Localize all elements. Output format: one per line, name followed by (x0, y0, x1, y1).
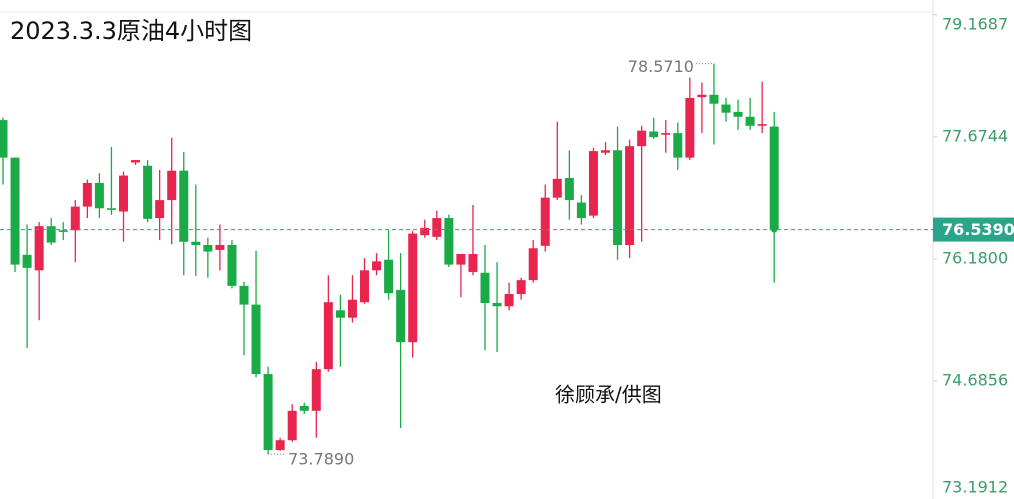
candle-body (143, 165, 153, 219)
candle-body (649, 131, 659, 138)
candle-body (119, 175, 128, 212)
low-label: 73.7890 (288, 450, 354, 469)
candle-body (769, 126, 779, 230)
candle-body (0, 120, 8, 158)
candle-body (685, 98, 695, 158)
candle-body (251, 304, 261, 375)
last-price-box (933, 217, 1014, 242)
candle-body (757, 124, 767, 126)
candle-body (420, 227, 430, 236)
candle-body (661, 133, 671, 135)
candle-body (311, 369, 321, 411)
candle-body (179, 170, 189, 242)
candle-body (613, 150, 623, 246)
candle-body (576, 202, 586, 219)
candle-body (396, 289, 406, 343)
candle-body (299, 405, 309, 411)
candle-body (625, 146, 635, 246)
candle-body (516, 280, 526, 295)
candle-body (94, 182, 104, 209)
candle-body (131, 160, 141, 163)
candle-body (347, 299, 357, 318)
y-tick-label: 79.1687 (942, 15, 1008, 34)
candle-body (215, 245, 225, 250)
candle-body (492, 302, 502, 307)
candle-body (504, 294, 514, 307)
y-tick-label: 77.6744 (942, 126, 1008, 145)
candle-body (239, 285, 249, 305)
candle-body (46, 226, 56, 243)
candle-body (34, 226, 44, 271)
candle-body (167, 170, 177, 201)
candle-body (372, 261, 382, 271)
candle-body (70, 206, 80, 231)
candle-body (697, 94, 707, 98)
candle-body (191, 241, 201, 246)
candle-body (601, 150, 610, 153)
candle-body (673, 133, 683, 158)
candle-body (323, 302, 333, 370)
candle-body (637, 130, 647, 147)
annotation: 徐顾承/供图 (555, 383, 662, 407)
y-tick-label: 76.1800 (942, 248, 1008, 267)
candle-body (733, 111, 743, 117)
candle-body (82, 182, 92, 207)
candle-body (480, 272, 490, 303)
candle-body (552, 178, 562, 198)
candle-body (203, 245, 213, 252)
candle-body (564, 178, 574, 201)
candle-body (456, 253, 466, 265)
candle-body (528, 248, 538, 281)
candle-body (384, 259, 394, 294)
candle-body (275, 440, 285, 450)
chart-title: 2023.3.3原油4小时图 (10, 17, 252, 45)
candle-body (10, 157, 20, 265)
candle-body (227, 245, 237, 286)
candle-body (709, 94, 719, 104)
last-price-label: 76.5390 (942, 220, 1014, 239)
candle-body (432, 218, 442, 237)
candle-body (22, 254, 32, 268)
y-tick-label: 73.1912 (942, 478, 1008, 497)
candle-body (444, 218, 454, 265)
candle-body (58, 230, 68, 232)
last-price-dot (771, 226, 778, 233)
candle-body (468, 253, 478, 272)
candle-body (408, 233, 418, 343)
y-tick-label: 74.6856 (942, 370, 1008, 389)
high-label: 78.5710 (628, 57, 694, 76)
candle-body (155, 200, 165, 219)
candle-body (106, 208, 116, 210)
candle-body (360, 270, 369, 303)
candle-body (263, 374, 273, 450)
candle-body (287, 410, 297, 441)
candle-body (335, 310, 345, 318)
candle-body (721, 104, 731, 113)
candle-body (540, 197, 550, 246)
candle-body (745, 116, 755, 126)
candle-body (588, 151, 598, 216)
